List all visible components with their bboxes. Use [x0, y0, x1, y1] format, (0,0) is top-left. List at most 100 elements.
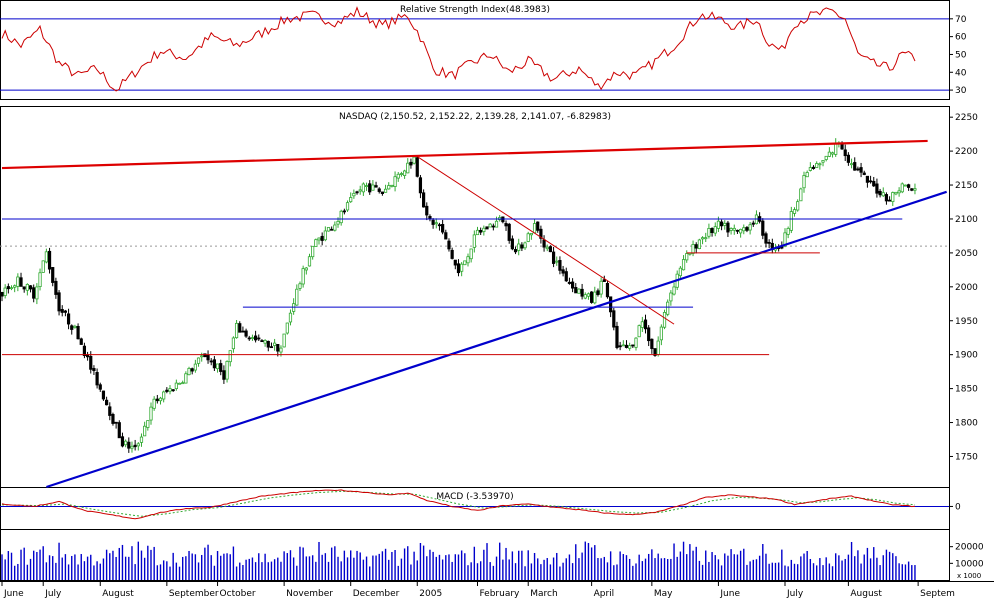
candle-body — [590, 291, 594, 303]
candle-body — [273, 342, 277, 346]
candle-body — [82, 345, 87, 357]
candle-body — [222, 370, 226, 380]
candle-body — [846, 154, 850, 163]
candle-body — [624, 344, 629, 348]
candle-body — [136, 443, 140, 447]
candle-body — [634, 337, 638, 348]
candle-body — [463, 260, 467, 266]
candle-body — [228, 350, 232, 363]
candle-body — [872, 180, 876, 187]
candle-body — [862, 172, 866, 175]
candle-body — [70, 325, 74, 330]
candle-body — [28, 285, 33, 290]
candle-body — [95, 372, 99, 386]
candle-body — [577, 288, 581, 294]
candle-body — [599, 280, 603, 295]
candle-body — [849, 163, 854, 166]
candle-body — [903, 184, 908, 187]
candle-body — [425, 205, 429, 216]
month-label: June — [3, 589, 24, 599]
candle-body — [124, 440, 128, 446]
candle-body — [387, 185, 391, 190]
candle-body — [669, 292, 673, 302]
price-layer — [0, 138, 917, 453]
candle-body — [640, 321, 644, 328]
candle-body — [22, 286, 26, 290]
price-tick-label: 1950 — [955, 317, 978, 327]
candle-body — [786, 228, 790, 235]
candle-body — [298, 283, 302, 289]
macd-signal-line — [1, 490, 916, 517]
candle-body — [266, 340, 270, 348]
candle-body — [114, 421, 118, 424]
candle-body — [716, 220, 721, 229]
candle-body — [884, 194, 889, 202]
candle-body — [875, 183, 879, 194]
candle-body — [422, 192, 426, 208]
candle-body — [380, 191, 385, 194]
candle-body — [789, 211, 793, 231]
candle-body — [127, 441, 131, 449]
candle-body — [662, 312, 667, 328]
candle-body — [628, 345, 632, 349]
candle-body — [263, 340, 267, 344]
candle-body — [311, 245, 315, 258]
candle-body — [485, 226, 489, 230]
candle-body — [209, 360, 213, 363]
candle-body — [612, 310, 616, 328]
candle-body — [92, 368, 96, 372]
candle-body — [304, 267, 308, 271]
candle-body — [653, 348, 657, 356]
candle-body — [203, 353, 207, 358]
candle-body — [865, 175, 870, 183]
candle-body — [66, 313, 71, 325]
candle-body — [783, 232, 787, 247]
candle-body — [342, 210, 346, 213]
month-label: 2005 — [419, 589, 442, 599]
rsi-tick-label: 70 — [955, 15, 967, 25]
candle-body — [361, 183, 365, 193]
candle-body — [567, 281, 572, 284]
candle-body — [618, 345, 622, 348]
candle-body — [101, 390, 106, 400]
candle-body — [891, 192, 895, 203]
trendline-layer — [1, 139, 948, 489]
candle-body — [51, 267, 55, 283]
volume-tick-label: 20000 — [955, 543, 984, 553]
month-label: June — [719, 589, 740, 599]
candle-body — [729, 228, 733, 231]
candle-body — [707, 228, 711, 237]
candle-body — [364, 185, 369, 187]
candle-body — [6, 286, 10, 290]
candle-body — [827, 151, 831, 157]
price-title: NASDAQ (2,150.52, 2,152.22, 2,139.28, 2,… — [339, 112, 611, 122]
candle-body — [843, 149, 847, 157]
trendline-upper-resistance — [1, 139, 928, 170]
candle-body — [323, 230, 327, 241]
candle-body — [98, 384, 102, 390]
candle-body — [536, 221, 540, 231]
candle-body — [681, 259, 686, 271]
candle-body — [320, 235, 324, 241]
candle-body — [751, 222, 755, 225]
candle-body — [767, 241, 771, 244]
candle-body — [35, 286, 39, 300]
candle-body — [155, 398, 159, 402]
candle-body — [41, 260, 45, 273]
month-label: December — [353, 589, 400, 599]
candle-body — [390, 184, 394, 187]
candle-body — [466, 256, 470, 264]
candle-body — [120, 436, 125, 447]
candle-body — [174, 382, 178, 390]
candle-body — [415, 157, 419, 177]
candle-body — [406, 162, 410, 174]
candle-body — [596, 290, 600, 295]
price-tick-label: 2100 — [955, 215, 978, 225]
volume-panel — [0, 529, 950, 581]
candle-body — [60, 309, 64, 313]
candle-body — [888, 199, 892, 202]
candle-body — [0, 291, 4, 297]
candle-body — [158, 397, 163, 402]
rsi-tick-label: 50 — [955, 50, 967, 60]
